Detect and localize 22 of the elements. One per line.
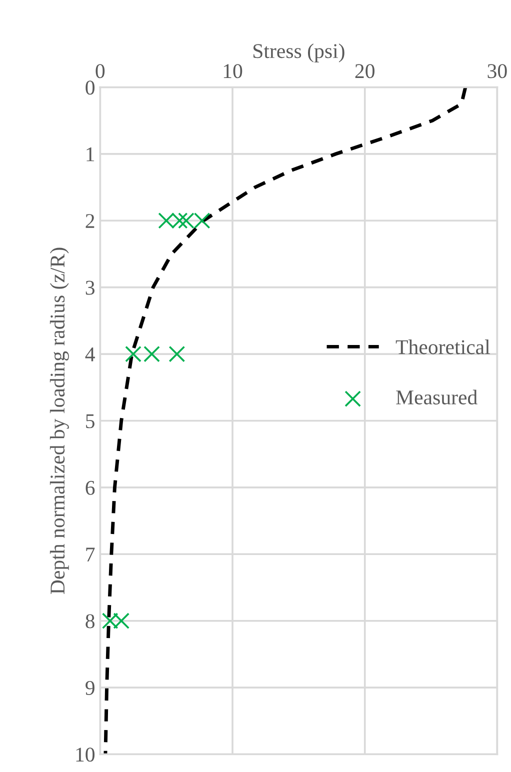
x-tick-label: 10: [224, 64, 242, 78]
point: [144, 346, 160, 362]
y-tick-label: 9: [86, 680, 94, 695]
x-tick-label: 0: [96, 64, 105, 78]
y-tick-label: 3: [86, 280, 94, 295]
legend-label: Measured: [396, 390, 478, 404]
y-tick-label: 6: [86, 480, 95, 495]
y-tick-label: 5: [86, 414, 94, 428]
y-tick-label: 8: [86, 614, 94, 628]
y-tick-label: 0: [86, 80, 94, 95]
y-tick-label: 7: [86, 548, 95, 562]
y-tick-label: 2: [86, 214, 94, 228]
x-tick-label: 30: [488, 64, 507, 78]
y-tick-label: 1: [86, 147, 94, 162]
x-axis-title: Stress (psi): [253, 43, 344, 62]
point: [125, 346, 142, 362]
y-tick-label: 10: [76, 748, 94, 762]
legend-label: Theoretical: [396, 340, 490, 354]
y-tick-label: 4: [85, 348, 95, 362]
point: [168, 346, 186, 362]
x-tick-label: 20: [355, 64, 374, 78]
y-axis-title: Depth normalized by loading radius (z/R): [50, 248, 69, 594]
